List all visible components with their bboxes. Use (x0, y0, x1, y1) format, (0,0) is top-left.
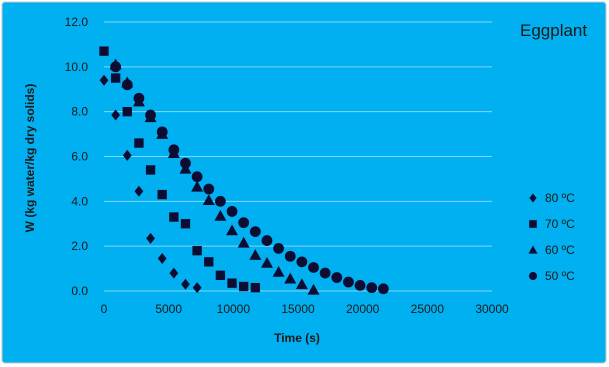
data-point-square (227, 278, 237, 288)
data-point-triangle (237, 236, 250, 248)
series-diamond (99, 74, 202, 294)
data-point-circle (284, 250, 296, 262)
data-point-square (122, 106, 132, 117)
data-point-triangle (156, 128, 169, 139)
x-axis-ticks: 0 5000 10000 15000 20000 25000 30000 (101, 302, 509, 316)
data-point-triangle (202, 194, 215, 206)
data-point-circle (249, 226, 261, 237)
chart-title: Eggplant (520, 21, 587, 40)
data-point-triangle (284, 272, 297, 284)
data-point-diamond (134, 185, 144, 197)
data-point-triangle (226, 224, 239, 236)
x-tick-label: 20000 (346, 302, 380, 316)
data-point-triangle (272, 265, 285, 277)
y-tick-label: 10.0 (65, 60, 89, 74)
data-point-circle (215, 195, 226, 207)
data-point-square (204, 257, 214, 267)
data-point-square (239, 281, 249, 292)
data-point-triangle (249, 249, 262, 260)
legend-label: 80 ºC (545, 191, 575, 205)
data-point-circle (331, 272, 343, 283)
data-point-triangle (167, 147, 180, 158)
legend-label: 70 ºC (545, 217, 575, 231)
data-point-square (180, 219, 191, 229)
data-point-circle (343, 276, 354, 288)
legend-marker-diamond (529, 193, 537, 203)
data-point-triangle (260, 256, 273, 268)
data-point-triangle (144, 111, 157, 123)
data-point-circle (261, 235, 273, 246)
data-point-triangle (295, 278, 308, 290)
legend-marker-circle (528, 271, 538, 281)
legend: 80 ºC 70 ºC 60 ºC 50 ºC (528, 191, 575, 283)
data-point-triangle (109, 58, 122, 70)
data-point-triangle (132, 95, 145, 107)
data-point-diamond (181, 278, 190, 290)
data-point-square (215, 270, 226, 280)
data-point-square (110, 73, 121, 83)
data-point-triangle (121, 76, 134, 88)
data-point-square (157, 189, 167, 200)
data-points (99, 46, 389, 295)
data-point-diamond (111, 109, 121, 121)
data-point-diamond (99, 74, 109, 86)
series-square (99, 46, 260, 293)
data-point-triangle (307, 283, 320, 295)
data-point-circle (366, 282, 378, 294)
data-point-diamond (157, 252, 167, 264)
y-axis-ticks: 0.0 2.0 4.0 6.0 8.0 10.0 12.0 (65, 15, 89, 298)
legend-item: 80 ºC (529, 191, 575, 205)
gridlines (104, 21, 492, 247)
legend-marker-triangle (528, 245, 538, 254)
y-tick-label: 0.0 (71, 284, 88, 298)
x-tick-label: 5000 (155, 302, 182, 316)
legend-label: 50 ºC (545, 269, 575, 283)
legend-item: 70 ºC (529, 217, 575, 231)
y-tick-label: 4.0 (71, 194, 88, 208)
data-point-triangle (179, 162, 192, 174)
series-triangle (109, 58, 320, 295)
data-point-square (250, 282, 260, 293)
y-axis-title: W (kg water/kg dry solids) (23, 84, 37, 233)
data-point-circle (226, 206, 238, 217)
data-point-triangle (191, 180, 204, 192)
data-point-square (99, 46, 109, 56)
data-point-circle (191, 171, 203, 183)
data-point-square (192, 245, 202, 256)
y-tick-label: 12.0 (65, 15, 89, 29)
data-point-circle (296, 256, 308, 268)
data-point-circle (319, 267, 331, 279)
data-point-diamond (169, 267, 179, 279)
data-point-diamond (146, 232, 155, 244)
x-tick-label: 10000 (217, 302, 251, 316)
data-point-circle (203, 183, 215, 195)
legend-item: 60 ºC (528, 243, 575, 257)
x-axis-title: Time (s) (274, 331, 320, 345)
legend-item: 50 ºC (528, 269, 575, 283)
y-tick-label: 6.0 (71, 150, 88, 164)
y-tick-label: 8.0 (71, 105, 88, 119)
data-point-circle (377, 283, 389, 295)
data-point-circle (308, 262, 319, 273)
data-point-circle (354, 279, 366, 291)
data-point-diamond (192, 282, 202, 294)
x-tick-label: 15000 (281, 302, 315, 316)
data-point-triangle (214, 209, 227, 221)
x-tick-label: 25000 (411, 302, 445, 316)
data-point-circle (238, 217, 250, 229)
legend-label: 60 ºC (545, 243, 575, 257)
data-point-square (134, 138, 144, 148)
data-point-circle (273, 243, 284, 254)
y-tick-label: 2.0 (71, 239, 88, 253)
x-tick-label: 30000 (475, 302, 509, 316)
legend-marker-square (529, 220, 537, 228)
x-tick-label: 0 (101, 302, 108, 316)
data-point-diamond (122, 149, 132, 161)
data-point-square (169, 212, 179, 222)
data-point-square (145, 165, 156, 175)
